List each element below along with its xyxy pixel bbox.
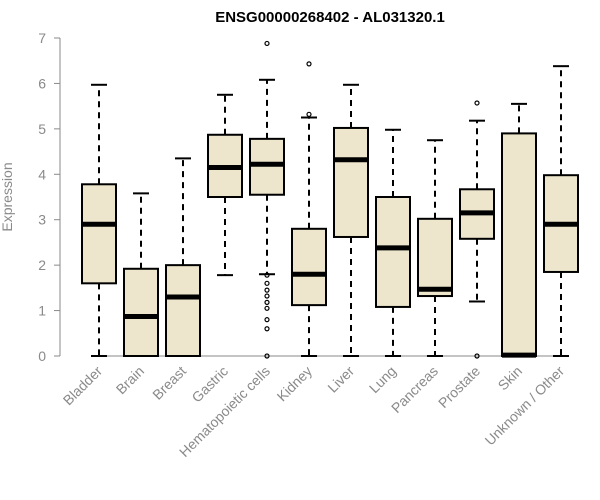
x-tick-label: Kidney [274,363,316,405]
iqr-box [165,264,201,357]
outlier-point [264,317,270,323]
box-kidney [291,61,327,357]
x-tick-label: Bladder [60,363,106,409]
y-tick-label: 4 [38,166,46,182]
box-bladder [81,83,117,357]
y-tick-label: 7 [38,30,46,46]
y-tick-label: 5 [38,121,46,137]
iqr-box [81,183,117,285]
outlier-point [264,293,270,299]
y-tick-label: 2 [38,257,46,273]
iqr-box [501,132,537,357]
box-hematopoietic-cells [249,40,285,359]
outlier-point [264,40,270,47]
outlier-point [474,353,480,359]
outlier-point [264,272,270,278]
chart-title: ENSG00000268402 - AL031320.1 [215,9,445,26]
outlier-point [264,326,270,332]
outlier-point [264,353,270,359]
outlier-point [264,299,270,305]
box-skin [501,102,537,358]
y-tick-label: 1 [38,303,46,319]
iqr-box [375,196,411,308]
box-lung [375,128,411,357]
iqr-box [333,126,369,238]
box-brain [123,192,159,357]
outlier-point [306,61,312,67]
y-tick-label: 0 [38,348,46,364]
x-tick-label: Pancreas [388,363,441,416]
box-unknown-other [543,65,579,357]
boxes [81,40,579,359]
outlier-point [264,287,270,293]
x-tick-label: Breast [149,363,189,403]
x-tick-label: Lung [366,363,399,396]
outlier-point [306,111,312,117]
box-gastric [207,93,243,277]
x-tick-label: Liver [324,363,357,396]
outlier-point [264,305,270,311]
x-tick-label: Brain [113,363,147,397]
box-prostate [459,100,495,359]
x-tick-label: Unknown / Other [482,363,568,449]
x-tick-label: Skin [495,363,526,394]
iqr-box [123,267,159,357]
iqr-box [417,217,453,298]
box-breast [165,157,201,357]
y-tick-label: 3 [38,212,46,228]
iqr-box [291,227,327,307]
y-tick-label: 6 [38,75,46,91]
box-pancreas [417,139,453,357]
outlier-point [474,100,480,106]
x-tick-label: Prostate [435,363,483,411]
y-axis-label: Expression [0,162,15,231]
box-liver [333,83,369,357]
outlier-point [264,280,270,286]
